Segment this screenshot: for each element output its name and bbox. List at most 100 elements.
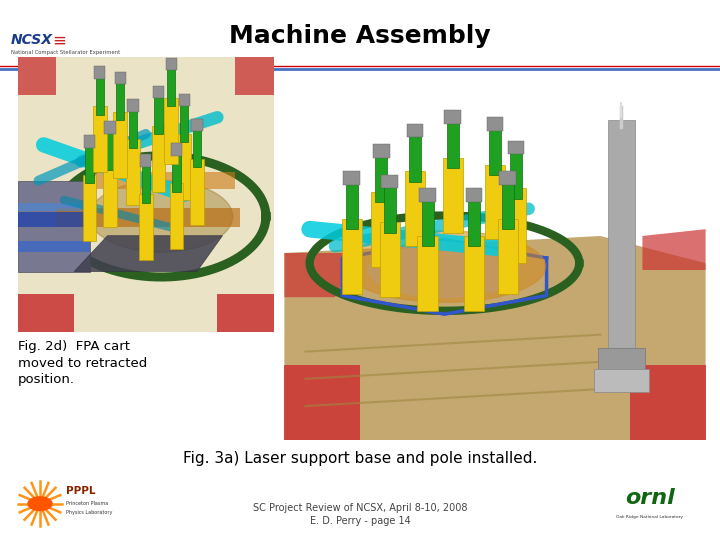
- Text: Fig. 2d)  FPA cart
moved to retracted
position.: Fig. 2d) FPA cart moved to retracted pos…: [18, 340, 148, 386]
- Bar: [83, 175, 96, 241]
- Bar: [166, 58, 177, 71]
- Bar: [487, 117, 503, 131]
- Polygon shape: [642, 229, 706, 270]
- Text: Machine Assembly: Machine Assembly: [229, 24, 491, 48]
- Bar: [56, 208, 240, 227]
- Text: ≡: ≡: [52, 31, 66, 50]
- Text: Physics Laboratory: Physics Laboratory: [66, 510, 112, 515]
- Polygon shape: [284, 236, 706, 440]
- Bar: [422, 195, 433, 246]
- Bar: [407, 124, 423, 137]
- Bar: [485, 165, 505, 239]
- Bar: [164, 98, 179, 164]
- Bar: [382, 175, 398, 188]
- Polygon shape: [284, 253, 360, 297]
- Circle shape: [28, 497, 52, 510]
- Bar: [84, 135, 95, 147]
- Bar: [498, 219, 518, 294]
- Bar: [447, 117, 459, 168]
- Bar: [126, 139, 140, 205]
- Bar: [18, 57, 56, 95]
- Bar: [116, 76, 125, 120]
- Bar: [418, 236, 438, 311]
- Text: PPPL: PPPL: [66, 486, 96, 496]
- Bar: [343, 171, 360, 185]
- Bar: [284, 365, 360, 440]
- Bar: [127, 99, 139, 112]
- Bar: [193, 123, 201, 167]
- Bar: [142, 159, 150, 202]
- Bar: [180, 98, 188, 142]
- Bar: [155, 90, 163, 134]
- Bar: [86, 139, 94, 184]
- Bar: [468, 195, 480, 246]
- Bar: [510, 147, 522, 199]
- Bar: [192, 119, 202, 131]
- Polygon shape: [18, 180, 89, 272]
- Polygon shape: [369, 243, 521, 297]
- Bar: [464, 236, 484, 311]
- Bar: [235, 57, 274, 95]
- Bar: [103, 161, 117, 227]
- Bar: [190, 159, 204, 225]
- Polygon shape: [89, 181, 233, 252]
- Bar: [152, 126, 166, 192]
- Bar: [18, 241, 89, 252]
- Bar: [94, 66, 105, 79]
- Bar: [140, 154, 151, 167]
- Text: Oak Ridge National Laboratory: Oak Ridge National Laboratory: [616, 515, 683, 519]
- Bar: [443, 158, 463, 233]
- Bar: [379, 222, 400, 297]
- Bar: [106, 126, 114, 170]
- Bar: [375, 151, 387, 202]
- Bar: [594, 369, 649, 393]
- Bar: [284, 100, 706, 297]
- Bar: [179, 94, 190, 106]
- Text: National Compact Stellarator Experiment: National Compact Stellarator Experiment: [11, 50, 120, 55]
- Text: E. D. Perry - page 14: E. D. Perry - page 14: [310, 516, 410, 526]
- Bar: [104, 122, 116, 134]
- Bar: [129, 104, 137, 147]
- Bar: [172, 147, 181, 192]
- Bar: [502, 178, 513, 229]
- Text: Princeton Plasma: Princeton Plasma: [66, 501, 109, 506]
- Bar: [409, 131, 421, 181]
- Bar: [373, 144, 390, 158]
- Bar: [18, 212, 89, 227]
- Bar: [372, 192, 392, 267]
- Bar: [419, 188, 436, 202]
- Text: ornl: ornl: [625, 488, 675, 508]
- Bar: [18, 294, 74, 332]
- Bar: [598, 348, 644, 372]
- Text: Fig. 3a) Laser support base and pole installed.: Fig. 3a) Laser support base and pole ins…: [183, 451, 537, 466]
- Bar: [506, 188, 526, 263]
- Polygon shape: [343, 231, 546, 302]
- Bar: [489, 124, 501, 175]
- Bar: [167, 62, 176, 106]
- Bar: [630, 365, 706, 440]
- Bar: [93, 106, 107, 172]
- Bar: [113, 112, 127, 178]
- Bar: [466, 188, 482, 202]
- Bar: [508, 141, 524, 154]
- Bar: [346, 178, 358, 229]
- Bar: [177, 134, 191, 200]
- Bar: [139, 194, 153, 260]
- Bar: [170, 184, 184, 249]
- Bar: [114, 72, 126, 84]
- Bar: [18, 202, 89, 211]
- Bar: [444, 110, 462, 124]
- Bar: [405, 171, 425, 246]
- Bar: [171, 144, 182, 156]
- Bar: [499, 171, 516, 185]
- Polygon shape: [74, 235, 222, 272]
- Bar: [342, 219, 362, 294]
- Text: NCSX: NCSX: [11, 33, 53, 48]
- Text: SC Project Review of NCSX, April 8-10, 2008: SC Project Review of NCSX, April 8-10, 2…: [253, 503, 467, 512]
- Bar: [95, 172, 235, 189]
- Bar: [153, 86, 164, 98]
- Bar: [217, 294, 274, 332]
- Bar: [608, 120, 635, 352]
- Bar: [96, 70, 104, 114]
- Bar: [384, 181, 395, 233]
